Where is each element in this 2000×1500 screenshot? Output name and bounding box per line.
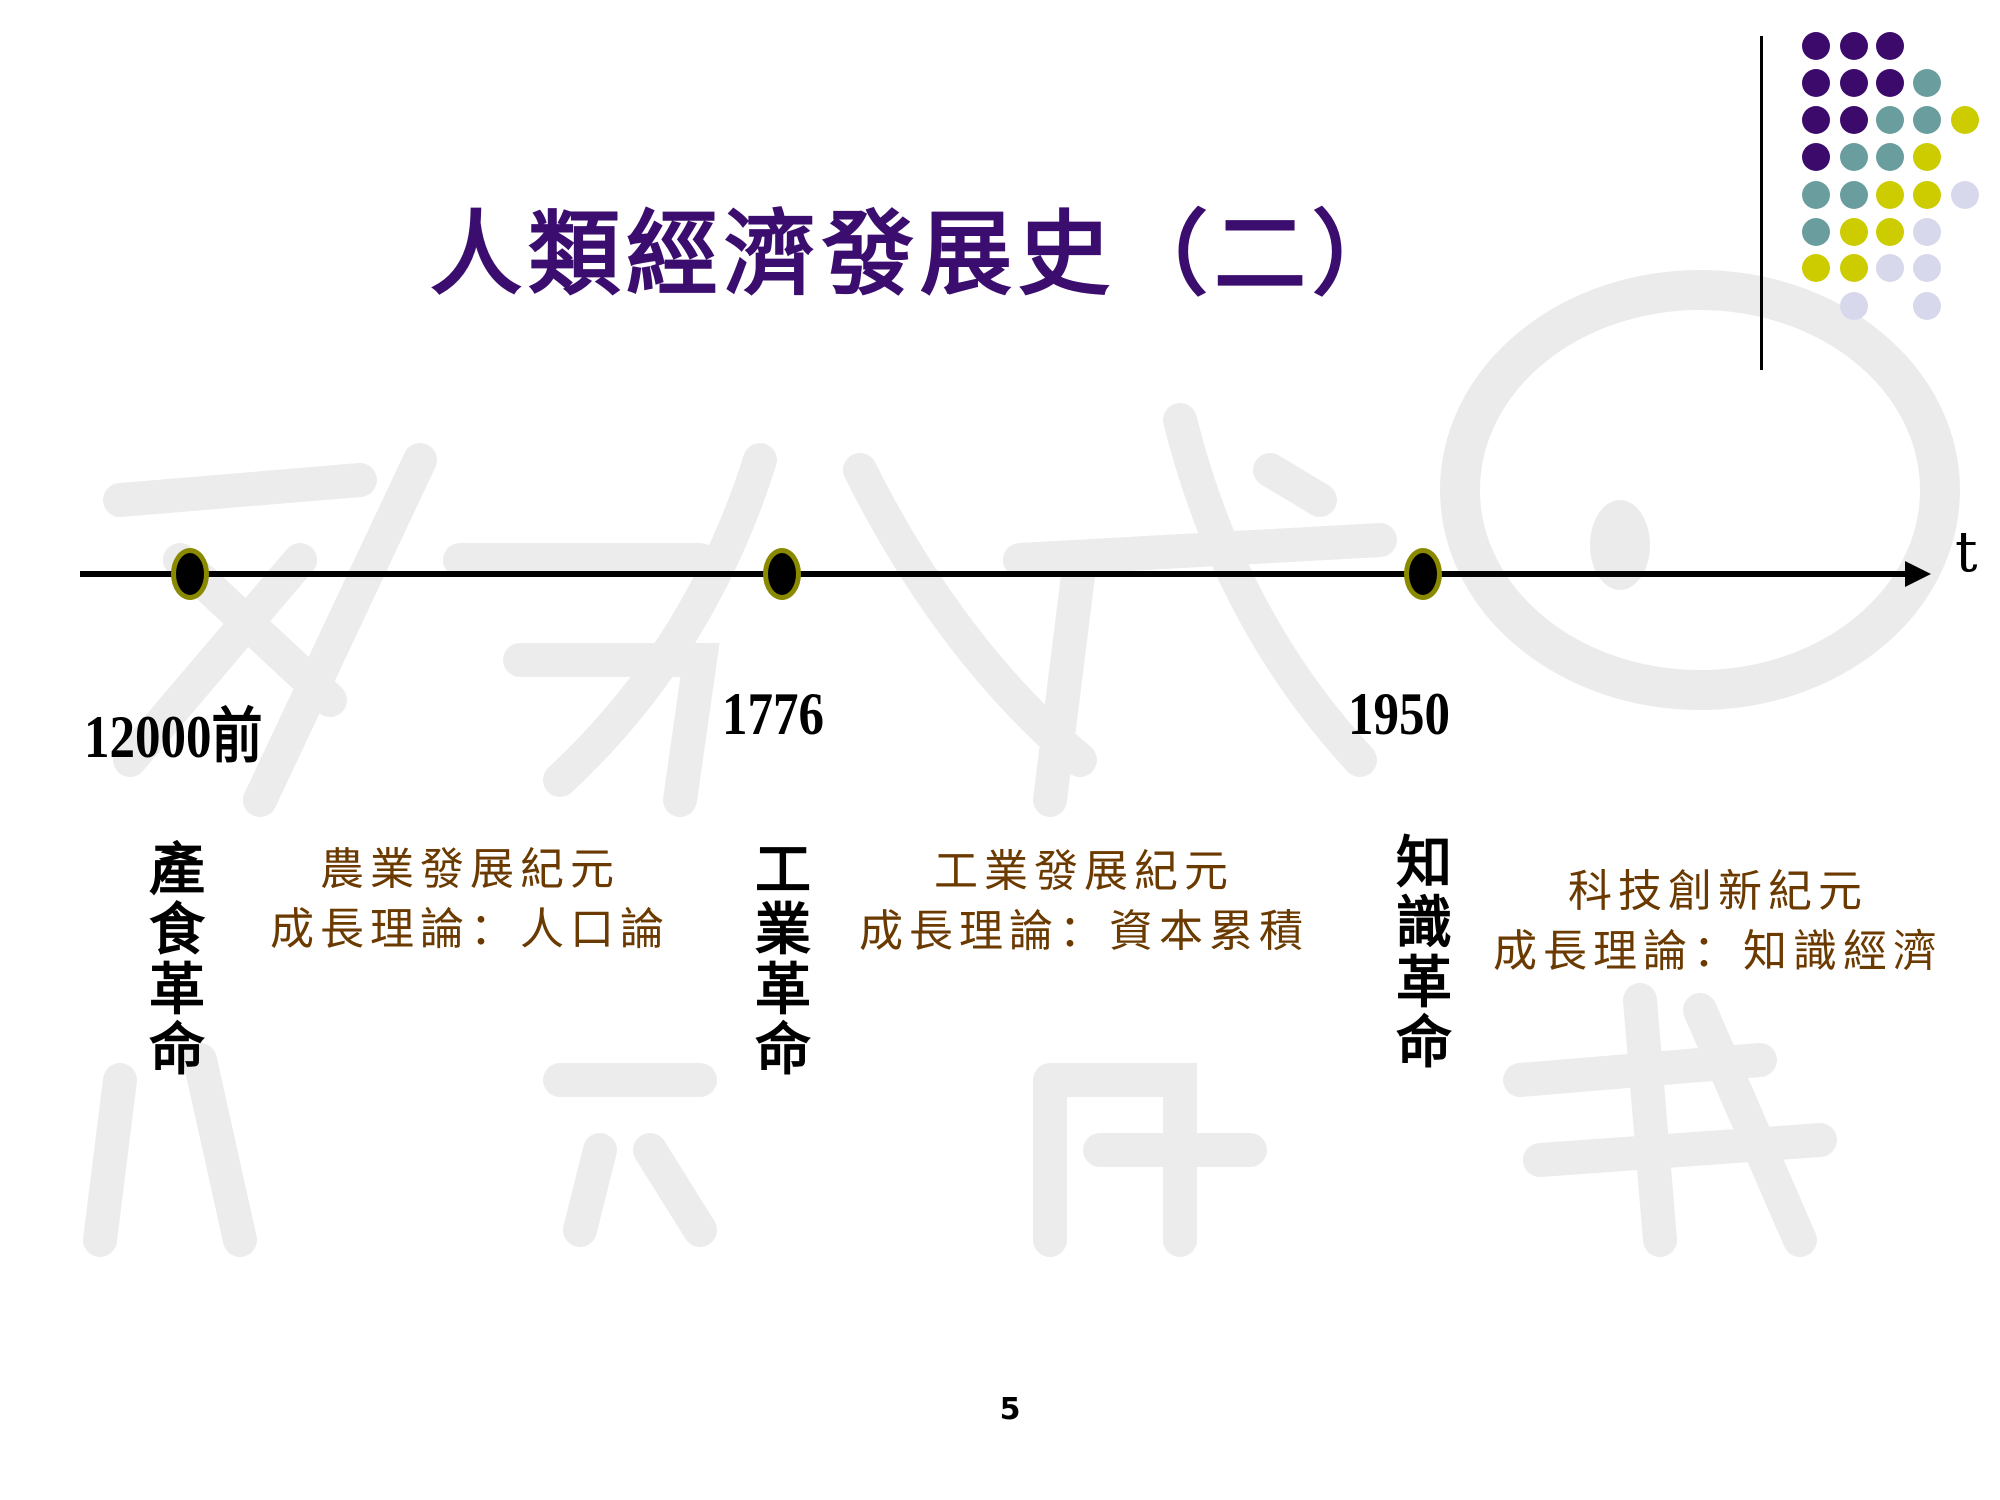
decorative-dot (1802, 218, 1830, 246)
axis-label: t (1955, 520, 1978, 585)
decorative-dot (1913, 69, 1941, 97)
decorative-dot (1802, 143, 1830, 171)
decorative-dot (1876, 218, 1904, 246)
revolution-char: 命 (1396, 1010, 1452, 1076)
revolution-char: 知 (1396, 830, 1452, 896)
decorative-dot (1913, 143, 1941, 171)
era-description: 農業發展紀元 成長理論：人口論 (270, 840, 670, 960)
decorative-dot (1913, 106, 1941, 134)
decorative-dot (1876, 254, 1904, 282)
decorative-dot (1913, 292, 1941, 320)
era-description: 工業發展紀元 成長理論：資本累積 (859, 842, 1309, 962)
revolution-char: 革 (1396, 950, 1452, 1016)
revolution-char: 革 (755, 957, 811, 1023)
decorative-dot (1840, 218, 1868, 246)
decorative-dot (1951, 181, 1979, 209)
decorative-dot (1840, 254, 1868, 282)
year-label: 1776 (722, 681, 824, 747)
decorative-dot (1876, 181, 1904, 209)
timeline-marker (171, 548, 209, 600)
decorative-dot (1951, 106, 1979, 134)
timeline-axis (80, 571, 1915, 577)
decorative-divider (1760, 36, 1763, 370)
timeline-marker (763, 548, 801, 600)
decorative-dot (1840, 181, 1868, 209)
decorative-dot (1913, 181, 1941, 209)
decorative-dot (1840, 32, 1868, 60)
revolution-char: 食 (149, 897, 205, 963)
decorative-dot (1802, 32, 1830, 60)
decorative-dot (1913, 218, 1941, 246)
revolution-label: 工 業 革 命 (753, 840, 813, 1080)
revolution-char: 命 (149, 1017, 205, 1083)
slide-title: 人類經濟發展史（二） (429, 200, 1410, 308)
era-name: 農業發展紀元 (320, 844, 620, 895)
revolution-char: 工 (755, 837, 811, 903)
year-label: 1950 (1348, 681, 1450, 747)
era-description: 科技創新紀元 成長理論：知識經濟 (1493, 862, 1943, 982)
decorative-dot (1876, 143, 1904, 171)
page-number: 5 (999, 1392, 1021, 1427)
decorative-dot (1913, 254, 1941, 282)
year-label: 12000前 (84, 704, 263, 770)
revolution-char: 命 (755, 1017, 811, 1083)
decorative-dot (1876, 32, 1904, 60)
decorative-dot (1802, 69, 1830, 97)
era-name: 科技創新紀元 (1568, 866, 1868, 917)
growth-theory: 成長理論：人口論 (270, 904, 670, 955)
decorative-dot (1802, 106, 1830, 134)
decorative-dot (1840, 69, 1868, 97)
revolution-label: 知 識 革 命 (1394, 833, 1454, 1073)
revolution-label: 產 食 革 命 (147, 840, 207, 1080)
decorative-dot (1840, 143, 1868, 171)
decorative-dot (1876, 106, 1904, 134)
revolution-char: 業 (755, 897, 811, 963)
growth-theory: 成長理論：知識經濟 (1493, 926, 1943, 977)
decorative-dot (1802, 181, 1830, 209)
timeline-marker (1404, 548, 1442, 600)
revolution-char: 產 (149, 837, 205, 903)
decorative-dot (1876, 69, 1904, 97)
revolution-char: 革 (149, 957, 205, 1023)
era-name: 工業發展紀元 (934, 846, 1234, 897)
decorative-dot (1840, 106, 1868, 134)
decorative-dot (1840, 292, 1868, 320)
arrow-head-icon (1905, 561, 1931, 587)
growth-theory: 成長理論：資本累積 (859, 906, 1309, 957)
decorative-dot (1802, 254, 1830, 282)
revolution-char: 識 (1396, 890, 1452, 956)
